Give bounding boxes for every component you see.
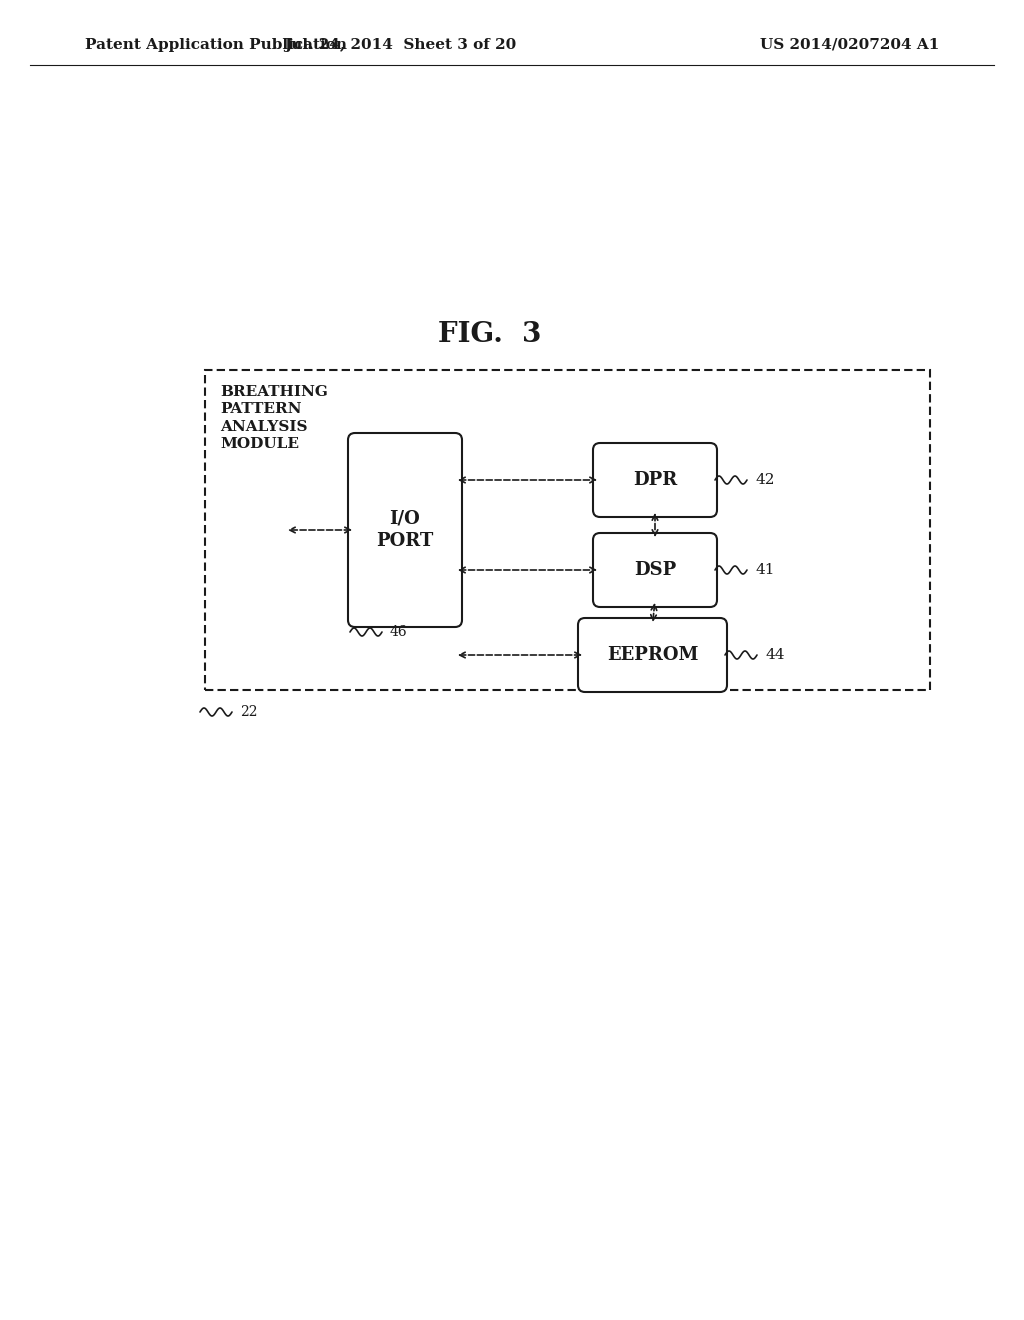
Text: 44: 44 bbox=[765, 648, 784, 663]
Text: EEPROM: EEPROM bbox=[607, 645, 698, 664]
Text: 22: 22 bbox=[240, 705, 257, 719]
FancyBboxPatch shape bbox=[593, 533, 717, 607]
Text: 46: 46 bbox=[390, 624, 408, 639]
Text: US 2014/0207204 A1: US 2014/0207204 A1 bbox=[760, 38, 940, 51]
Text: I/O
PORT: I/O PORT bbox=[377, 510, 433, 550]
Text: BREATHING
PATTERN
ANALYSIS
MODULE: BREATHING PATTERN ANALYSIS MODULE bbox=[220, 385, 328, 451]
FancyBboxPatch shape bbox=[578, 618, 727, 692]
Text: 42: 42 bbox=[755, 473, 774, 487]
FancyBboxPatch shape bbox=[593, 444, 717, 517]
Text: FIG.  3: FIG. 3 bbox=[438, 322, 542, 348]
Text: DPR: DPR bbox=[633, 471, 677, 488]
FancyBboxPatch shape bbox=[348, 433, 462, 627]
Text: 41: 41 bbox=[755, 564, 774, 577]
Text: DSP: DSP bbox=[634, 561, 676, 579]
Text: Jul. 24, 2014  Sheet 3 of 20: Jul. 24, 2014 Sheet 3 of 20 bbox=[284, 38, 516, 51]
Text: Patent Application Publication: Patent Application Publication bbox=[85, 38, 347, 51]
FancyBboxPatch shape bbox=[205, 370, 930, 690]
